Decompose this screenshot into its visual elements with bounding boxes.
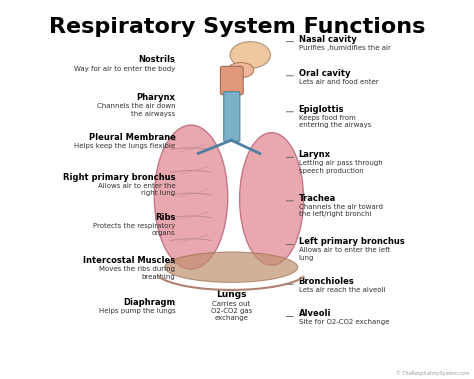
Text: Oral cavity: Oral cavity bbox=[299, 69, 350, 78]
Ellipse shape bbox=[239, 133, 303, 265]
Text: Nasal cavity: Nasal cavity bbox=[299, 34, 356, 44]
Text: Larynx: Larynx bbox=[299, 150, 331, 159]
Ellipse shape bbox=[165, 252, 298, 282]
Text: Helps keep the lungs flexible: Helps keep the lungs flexible bbox=[74, 143, 175, 149]
Ellipse shape bbox=[154, 125, 228, 269]
FancyBboxPatch shape bbox=[220, 66, 243, 95]
Text: Lungs: Lungs bbox=[216, 290, 246, 299]
Text: Protects the respiratory
organs: Protects the respiratory organs bbox=[93, 223, 175, 236]
Text: Bronchioles: Bronchioles bbox=[299, 277, 355, 286]
Text: Intercostal Muscles: Intercostal Muscles bbox=[83, 256, 175, 265]
Text: Respiratory System Functions: Respiratory System Functions bbox=[49, 17, 425, 37]
Ellipse shape bbox=[230, 42, 270, 68]
Text: Carries out
O2-CO2 gas
exchange: Carries out O2-CO2 gas exchange bbox=[210, 301, 252, 321]
Text: Left primary bronchus: Left primary bronchus bbox=[299, 237, 404, 246]
Text: Purifies ,humidifies the air: Purifies ,humidifies the air bbox=[299, 45, 391, 51]
Text: Right primary bronchus: Right primary bronchus bbox=[63, 173, 175, 182]
Text: Lets air reach the alveoli: Lets air reach the alveoli bbox=[299, 287, 385, 293]
Text: Site for O2-CO2 exchange: Site for O2-CO2 exchange bbox=[299, 319, 389, 326]
Text: Pharynx: Pharynx bbox=[137, 93, 175, 102]
Text: Moves the ribs during
breathing: Moves the ribs during breathing bbox=[100, 266, 175, 280]
Text: Keeps food from
entering the airways: Keeps food from entering the airways bbox=[299, 115, 371, 128]
Text: Epiglottis: Epiglottis bbox=[299, 105, 344, 114]
Text: Lets air and food enter: Lets air and food enter bbox=[299, 79, 378, 85]
Text: Alveoli: Alveoli bbox=[299, 309, 331, 318]
Text: Channels the air toward
the left/right bronchi: Channels the air toward the left/right b… bbox=[299, 204, 383, 217]
Text: Way for air to enter the body: Way for air to enter the body bbox=[74, 66, 175, 72]
Text: Allows air to enter the
right lung: Allows air to enter the right lung bbox=[98, 183, 175, 196]
Text: Nostrils: Nostrils bbox=[138, 55, 175, 64]
Text: © TheRespiratorySystem.com: © TheRespiratorySystem.com bbox=[396, 370, 469, 376]
Text: Ribs: Ribs bbox=[155, 213, 175, 222]
Text: Letting air pass through
speech production: Letting air pass through speech producti… bbox=[299, 160, 383, 174]
Text: Pleural Membrane: Pleural Membrane bbox=[89, 133, 175, 142]
Text: Allows air to enter the left
lung: Allows air to enter the left lung bbox=[299, 247, 390, 261]
Text: Channels the air down
the airwayss: Channels the air down the airwayss bbox=[97, 103, 175, 117]
Text: Diaphragm: Diaphragm bbox=[123, 298, 175, 307]
Ellipse shape bbox=[228, 63, 254, 78]
Text: Trachea: Trachea bbox=[299, 194, 336, 203]
Text: Helps pump the lungs: Helps pump the lungs bbox=[99, 308, 175, 314]
FancyBboxPatch shape bbox=[224, 92, 240, 141]
